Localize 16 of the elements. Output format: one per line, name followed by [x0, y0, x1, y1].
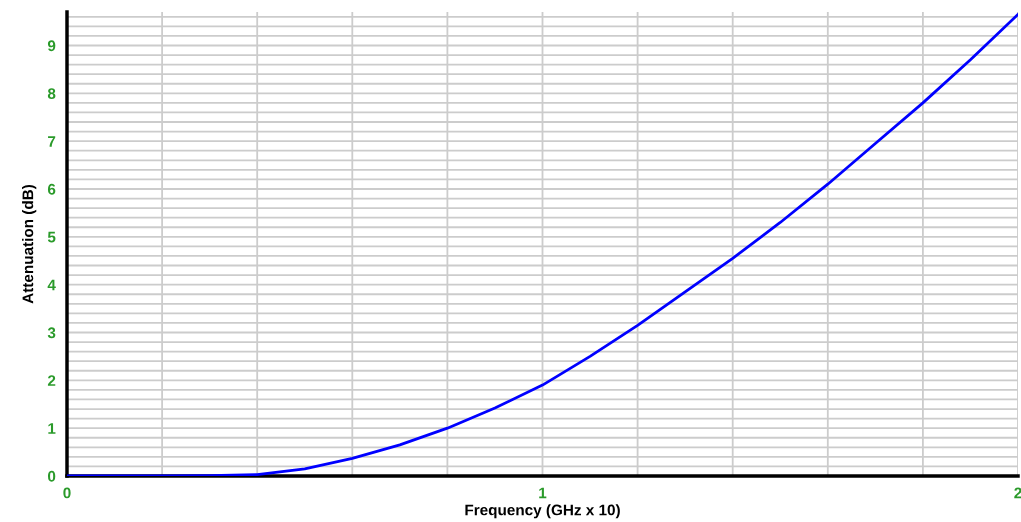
y-tick-label: 9 [47, 40, 56, 52]
y-tick-label: 4 [47, 279, 56, 291]
y-tick-label: 8 [47, 88, 56, 100]
y-tick-label: 0 [48, 470, 56, 482]
y-axis-title: Attenuation (dB) [22, 184, 37, 304]
x-tick-label: 0 [63, 487, 71, 499]
x-tick-label: 1 [539, 487, 547, 499]
y-tick-label: 5 [47, 231, 56, 243]
y-tick-label: 3 [47, 327, 56, 339]
y-tick-label: 2 [47, 375, 56, 386]
y-tick-label: 6 [47, 183, 56, 195]
line-series [67, 13, 1018, 476]
y-tick-label: 1 [48, 423, 56, 434]
x-axis-title: Frequency (GHz x 10) [465, 504, 620, 519]
x-tick-label: 2 [1014, 487, 1021, 499]
y-tick-label: 7 [48, 136, 56, 147]
